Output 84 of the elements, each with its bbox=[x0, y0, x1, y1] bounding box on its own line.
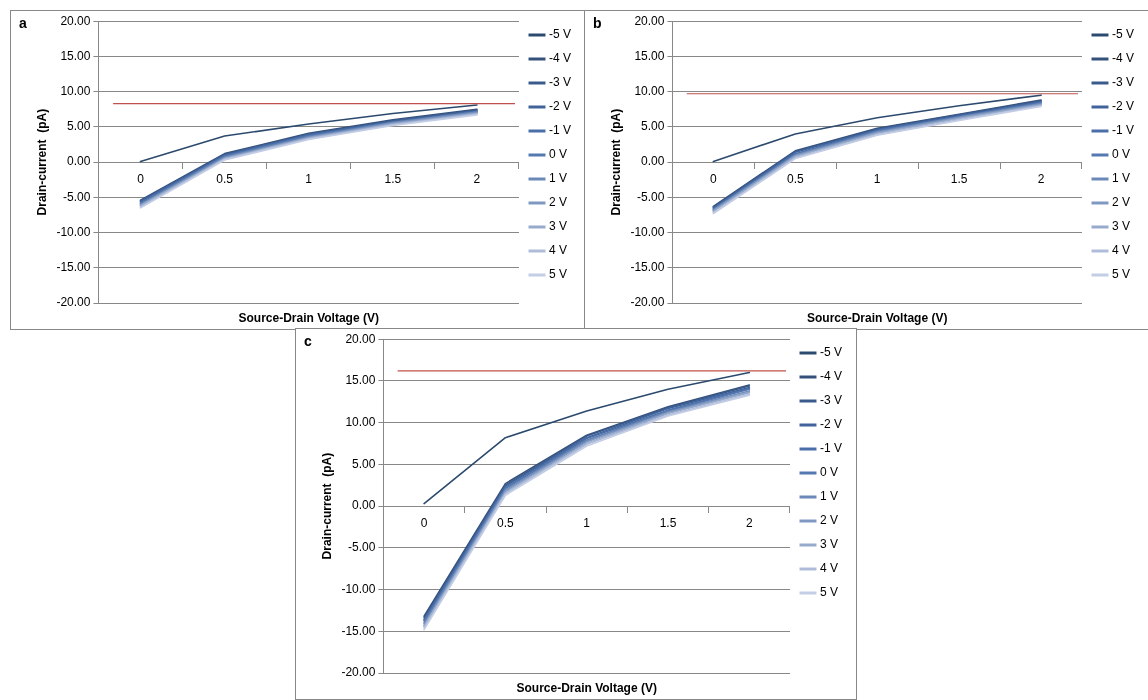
legend-label: 2 V bbox=[819, 513, 839, 528]
x-tick-label: 1.5 bbox=[384, 171, 402, 186]
legend-label: -1 V bbox=[819, 441, 843, 456]
x-tick-label: 1.5 bbox=[659, 515, 677, 530]
legend-label: 1 V bbox=[548, 171, 568, 186]
y-tick-label: -20.00 bbox=[630, 295, 665, 310]
x-tick-label: 0.5 bbox=[216, 171, 234, 186]
y-tick-label: -20.00 bbox=[56, 295, 91, 310]
x-tick-label: 0.5 bbox=[786, 171, 804, 186]
y-axis-title: Drain-current (pA) bbox=[608, 108, 623, 216]
legend-label: 0 V bbox=[1111, 147, 1131, 162]
y-tick-label: -15.00 bbox=[56, 260, 91, 275]
y-tick-label: -5.00 bbox=[348, 540, 376, 555]
y-tick-label: 5.00 bbox=[352, 456, 376, 471]
x-axis-title: Source-Drain Voltage (V) bbox=[806, 311, 948, 326]
legend-label: 5 V bbox=[548, 267, 568, 282]
y-tick-label: 15.00 bbox=[60, 48, 91, 63]
legend-label: -2 V bbox=[548, 99, 572, 114]
legend-label: -1 V bbox=[548, 123, 572, 138]
y-tick-label: 20.00 bbox=[60, 13, 91, 28]
legend-label: -3 V bbox=[548, 75, 572, 90]
y-tick-label: 0.00 bbox=[641, 154, 665, 169]
x-tick-label: 1 bbox=[583, 515, 591, 530]
y-tick-label: 10.00 bbox=[345, 414, 376, 429]
legend-label: 3 V bbox=[548, 219, 568, 234]
legend-label: 2 V bbox=[548, 195, 568, 210]
y-tick-label: -10.00 bbox=[341, 581, 376, 596]
y-tick-label: -15.00 bbox=[341, 623, 376, 638]
legend-label: 0 V bbox=[819, 465, 839, 480]
legend-label: -2 V bbox=[1111, 99, 1135, 114]
y-tick-label: 20.00 bbox=[634, 13, 665, 28]
y-tick-label: -5.00 bbox=[637, 189, 665, 204]
legend-label: 3 V bbox=[1111, 219, 1131, 234]
x-tick-label: 2 bbox=[1037, 171, 1045, 186]
chart-title: a bbox=[19, 14, 27, 31]
x-tick-label: 2 bbox=[473, 171, 481, 186]
legend-label: 4 V bbox=[1111, 243, 1131, 258]
y-tick-label: 0.00 bbox=[67, 154, 91, 169]
legend-label: -5 V bbox=[548, 27, 572, 42]
y-tick-label: -10.00 bbox=[630, 224, 665, 239]
legend-label: 4 V bbox=[819, 561, 839, 576]
x-tick-label: 1.5 bbox=[950, 171, 968, 186]
x-tick-label: 1 bbox=[305, 171, 313, 186]
legend-label: 1 V bbox=[1111, 171, 1131, 186]
y-tick-label: -15.00 bbox=[630, 260, 665, 275]
legend-label: 1 V bbox=[819, 489, 839, 504]
y-tick-label: 10.00 bbox=[634, 83, 665, 98]
x-axis-title: Source-Drain Voltage (V) bbox=[516, 681, 657, 696]
x-tick-label: 0 bbox=[137, 171, 145, 186]
y-tick-label: -5.00 bbox=[63, 189, 91, 204]
y-tick-label: 15.00 bbox=[345, 373, 376, 388]
legend-label: 5 V bbox=[819, 585, 839, 600]
y-tick-label: 5.00 bbox=[641, 119, 665, 134]
legend-label: 3 V bbox=[819, 537, 839, 552]
legend-label: -3 V bbox=[819, 393, 843, 408]
x-tick-label: 1 bbox=[873, 171, 881, 186]
legend-label: -4 V bbox=[1111, 51, 1135, 66]
x-tick-label: 2 bbox=[745, 515, 753, 530]
y-tick-label: 5.00 bbox=[67, 119, 91, 134]
legend-label: -4 V bbox=[819, 369, 843, 384]
legend-label: -3 V bbox=[1111, 75, 1135, 90]
legend-label: 2 V bbox=[1111, 195, 1131, 210]
chart-title: c bbox=[304, 332, 312, 349]
x-tick-label: 0.5 bbox=[497, 515, 515, 530]
legend-label: 4 V bbox=[548, 243, 568, 258]
y-axis-title: Drain-current (pA) bbox=[34, 108, 49, 216]
legend-label: -4 V bbox=[548, 51, 572, 66]
y-tick-label: 15.00 bbox=[634, 48, 665, 63]
legend-label: -5 V bbox=[819, 345, 843, 360]
x-tick-label: 0 bbox=[710, 171, 718, 186]
y-tick-label: 10.00 bbox=[60, 83, 91, 98]
x-tick-label: 0 bbox=[420, 515, 428, 530]
legend-label: -5 V bbox=[1111, 27, 1135, 42]
chart-title: b bbox=[593, 14, 602, 31]
y-tick-label: 20.00 bbox=[345, 331, 376, 346]
y-tick-label: -20.00 bbox=[341, 665, 376, 680]
y-tick-label: 0.00 bbox=[352, 498, 376, 513]
legend-label: 0 V bbox=[548, 147, 568, 162]
legend-label: -1 V bbox=[1111, 123, 1135, 138]
legend-label: 5 V bbox=[1111, 267, 1131, 282]
y-tick-label: -10.00 bbox=[56, 224, 91, 239]
x-axis-title: Source-Drain Voltage (V) bbox=[238, 311, 379, 326]
y-axis-title: Drain-current (pA) bbox=[319, 452, 334, 560]
legend-label: -2 V bbox=[819, 417, 843, 432]
